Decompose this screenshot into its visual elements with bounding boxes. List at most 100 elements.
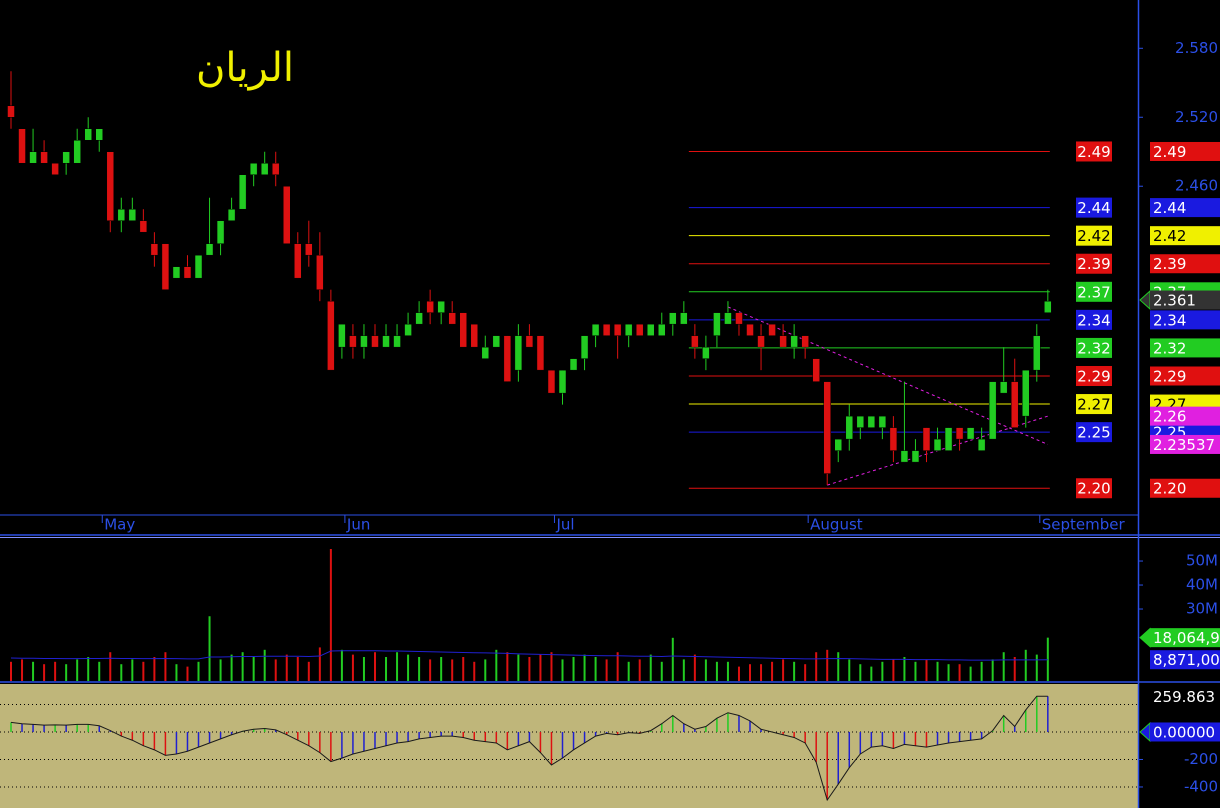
candle-body — [316, 254, 324, 290]
candle-body — [558, 369, 567, 394]
level-label: 2.42 — [1077, 227, 1110, 245]
y-tick-label: -400 — [1184, 777, 1218, 795]
candle-body — [172, 266, 181, 279]
candle-body — [680, 312, 688, 325]
candle-body — [18, 128, 26, 164]
candle-body — [305, 243, 313, 256]
candle-body — [117, 208, 126, 221]
candle-body — [569, 358, 578, 371]
candle-body — [393, 335, 401, 348]
oscillator-pane — [0, 684, 1138, 808]
candle-body — [845, 415, 854, 440]
candle-body — [1033, 335, 1041, 371]
candle-body — [525, 335, 534, 348]
candle-body — [856, 415, 865, 428]
candle-body — [382, 335, 390, 348]
level-label-box — [1076, 337, 1112, 358]
level-label-box — [1076, 141, 1112, 162]
x-tick-label: August — [810, 516, 863, 534]
candle-body — [128, 208, 137, 221]
candle-body — [1044, 300, 1052, 313]
candle-body — [216, 220, 225, 244]
candle-body — [988, 381, 997, 440]
marker-box — [1150, 434, 1220, 454]
marker-label: 0.00000 — [1153, 723, 1215, 741]
marker-label: 2.42 — [1153, 227, 1186, 245]
marker-box — [1150, 198, 1220, 218]
y-tick-label: 50M — [1186, 552, 1218, 570]
candle-body — [635, 323, 644, 336]
candle-body — [658, 323, 666, 336]
marker-label: 2.26 — [1153, 408, 1186, 426]
candle-body — [40, 151, 48, 164]
candle-body — [227, 208, 236, 221]
x-tick-label: Jul — [555, 516, 574, 534]
candle-body — [713, 312, 721, 336]
candle-body — [735, 312, 743, 325]
candle-body — [999, 381, 1008, 394]
candle-body — [790, 335, 798, 348]
candle-body — [624, 323, 633, 336]
candle-body — [161, 243, 170, 290]
chart-title: الريان — [196, 45, 294, 91]
level-label-box — [1076, 253, 1112, 274]
level-label-box — [1076, 225, 1112, 246]
level-label: 2.39 — [1077, 255, 1110, 273]
candle-body — [768, 323, 776, 336]
marker-box — [1150, 338, 1220, 358]
marker-label: 2.20 — [1153, 480, 1186, 498]
candle-body — [205, 243, 214, 256]
candle-body — [7, 105, 15, 118]
candle-body — [702, 346, 710, 359]
candle-body — [62, 151, 70, 164]
marker-box — [1150, 478, 1220, 498]
level-label: 2.29 — [1077, 367, 1110, 385]
candle-body — [834, 438, 842, 451]
candle-body — [922, 427, 931, 451]
candle-body — [95, 128, 103, 141]
candle-body — [271, 162, 280, 175]
y-tick-label: 2.520 — [1175, 108, 1218, 126]
volume-average — [10, 650, 1048, 661]
candle-body — [911, 450, 920, 463]
candle-body — [746, 323, 754, 336]
x-tick-label: September — [1042, 516, 1126, 534]
candle-body — [955, 427, 964, 440]
level-label-box — [1076, 478, 1112, 499]
candle-body — [867, 415, 876, 428]
candle-body — [602, 323, 611, 336]
marker-box — [1150, 290, 1220, 310]
candle-body — [801, 335, 809, 348]
candle-body — [646, 323, 655, 336]
y-tick-label: 30M — [1186, 600, 1218, 618]
marker-box — [1150, 406, 1220, 426]
candle-body — [944, 427, 953, 451]
marker-box — [1150, 650, 1220, 670]
candle-body — [426, 300, 434, 313]
candle-body — [106, 151, 115, 221]
level-label-box — [1076, 197, 1112, 218]
candle-body — [1022, 369, 1030, 417]
candle-body — [724, 312, 732, 325]
candle-body — [404, 323, 412, 336]
candle-body — [360, 335, 368, 348]
marker-label: 2.39 — [1153, 255, 1186, 273]
candle-body — [591, 323, 600, 336]
candle-body — [283, 185, 291, 244]
level-label-box — [1076, 394, 1112, 415]
marker-box — [1150, 310, 1220, 330]
level-label: 2.37 — [1077, 283, 1110, 301]
candle-body — [249, 162, 258, 175]
candle-body — [294, 243, 302, 279]
y-tick-label: 40M — [1186, 576, 1218, 594]
candle-body — [51, 162, 59, 175]
marker-box — [1150, 141, 1220, 161]
marker-box — [1150, 254, 1220, 274]
candle-body — [492, 335, 501, 348]
candle-body — [691, 335, 699, 348]
marker-box — [1150, 226, 1220, 246]
level-label: 2.49 — [1077, 143, 1110, 161]
level-label-box — [1076, 309, 1112, 330]
candle-body — [338, 323, 346, 348]
